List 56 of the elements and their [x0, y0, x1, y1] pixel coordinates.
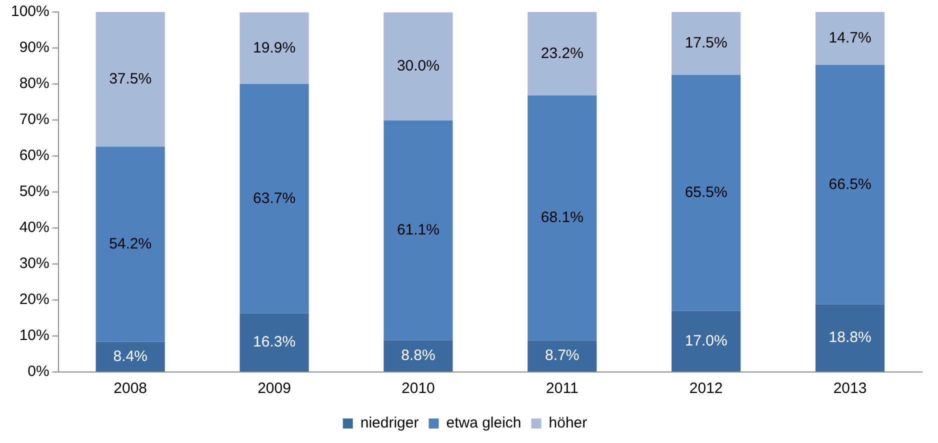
bar	[240, 84, 309, 314]
bar	[384, 12, 453, 120]
bar	[384, 340, 453, 372]
y-tick-label: 10%	[19, 327, 50, 344]
bar	[672, 12, 741, 75]
y-tick-label: 0%	[28, 363, 50, 380]
data-label: 8.7%	[545, 347, 580, 364]
data-label: 17.0%	[684, 332, 728, 350]
data-label: 65.5%	[684, 184, 728, 202]
bar	[672, 310, 741, 372]
data-label: 8.4%	[113, 348, 148, 365]
legend-label: niedriger	[360, 414, 419, 432]
data-label: 16.3%	[253, 334, 296, 351]
bar	[815, 12, 885, 65]
legend-label: etwa gleich	[446, 414, 522, 432]
data-label: 23.2%	[540, 44, 584, 62]
x-tick-label: 2008	[114, 380, 148, 398]
x-tick-label: 2009	[258, 380, 291, 398]
bar	[96, 342, 165, 372]
data-label: 63.7%	[253, 190, 296, 207]
y-tick-label: 80%	[19, 75, 50, 92]
bar	[672, 75, 741, 311]
data-label: 17.5%	[684, 34, 728, 52]
data-label: 54.2%	[109, 235, 152, 252]
y-tick-label: 70%	[19, 111, 50, 128]
bar	[528, 340, 597, 372]
data-label: 66.5%	[828, 176, 872, 193]
data-label: 14.7%	[828, 30, 872, 47]
x-tick-label: 2013	[833, 380, 867, 398]
bar	[815, 304, 885, 372]
bar	[528, 96, 597, 341]
data-label: 61.1%	[396, 221, 440, 238]
data-label: 68.1%	[540, 209, 584, 226]
x-tick-label: 2012	[689, 380, 723, 398]
data-label: 18.8%	[828, 329, 872, 346]
data-label: 8.8%	[401, 347, 436, 364]
bar	[815, 64, 885, 304]
y-tick-label: 20%	[19, 291, 50, 308]
data-label: 30.0%	[396, 58, 440, 74]
y-tick-label: 40%	[19, 219, 50, 236]
y-tick-label: 90%	[19, 39, 50, 56]
y-tick-label: 50%	[19, 183, 50, 200]
y-tick-label: 30%	[19, 255, 50, 272]
y-tick-label: 60%	[19, 147, 50, 164]
bar	[240, 12, 309, 84]
y-tick-label: 100%	[10, 3, 50, 20]
legend-label: höher	[548, 414, 588, 432]
bar	[96, 146, 165, 342]
bar	[384, 120, 453, 340]
x-tick-label: 2010	[402, 380, 435, 398]
data-label: 37.5%	[109, 70, 152, 88]
data-label: 19.9%	[253, 39, 296, 56]
bar	[528, 12, 597, 96]
bar	[240, 313, 309, 372]
x-tick-label: 2011	[546, 380, 578, 398]
bar	[96, 12, 165, 147]
